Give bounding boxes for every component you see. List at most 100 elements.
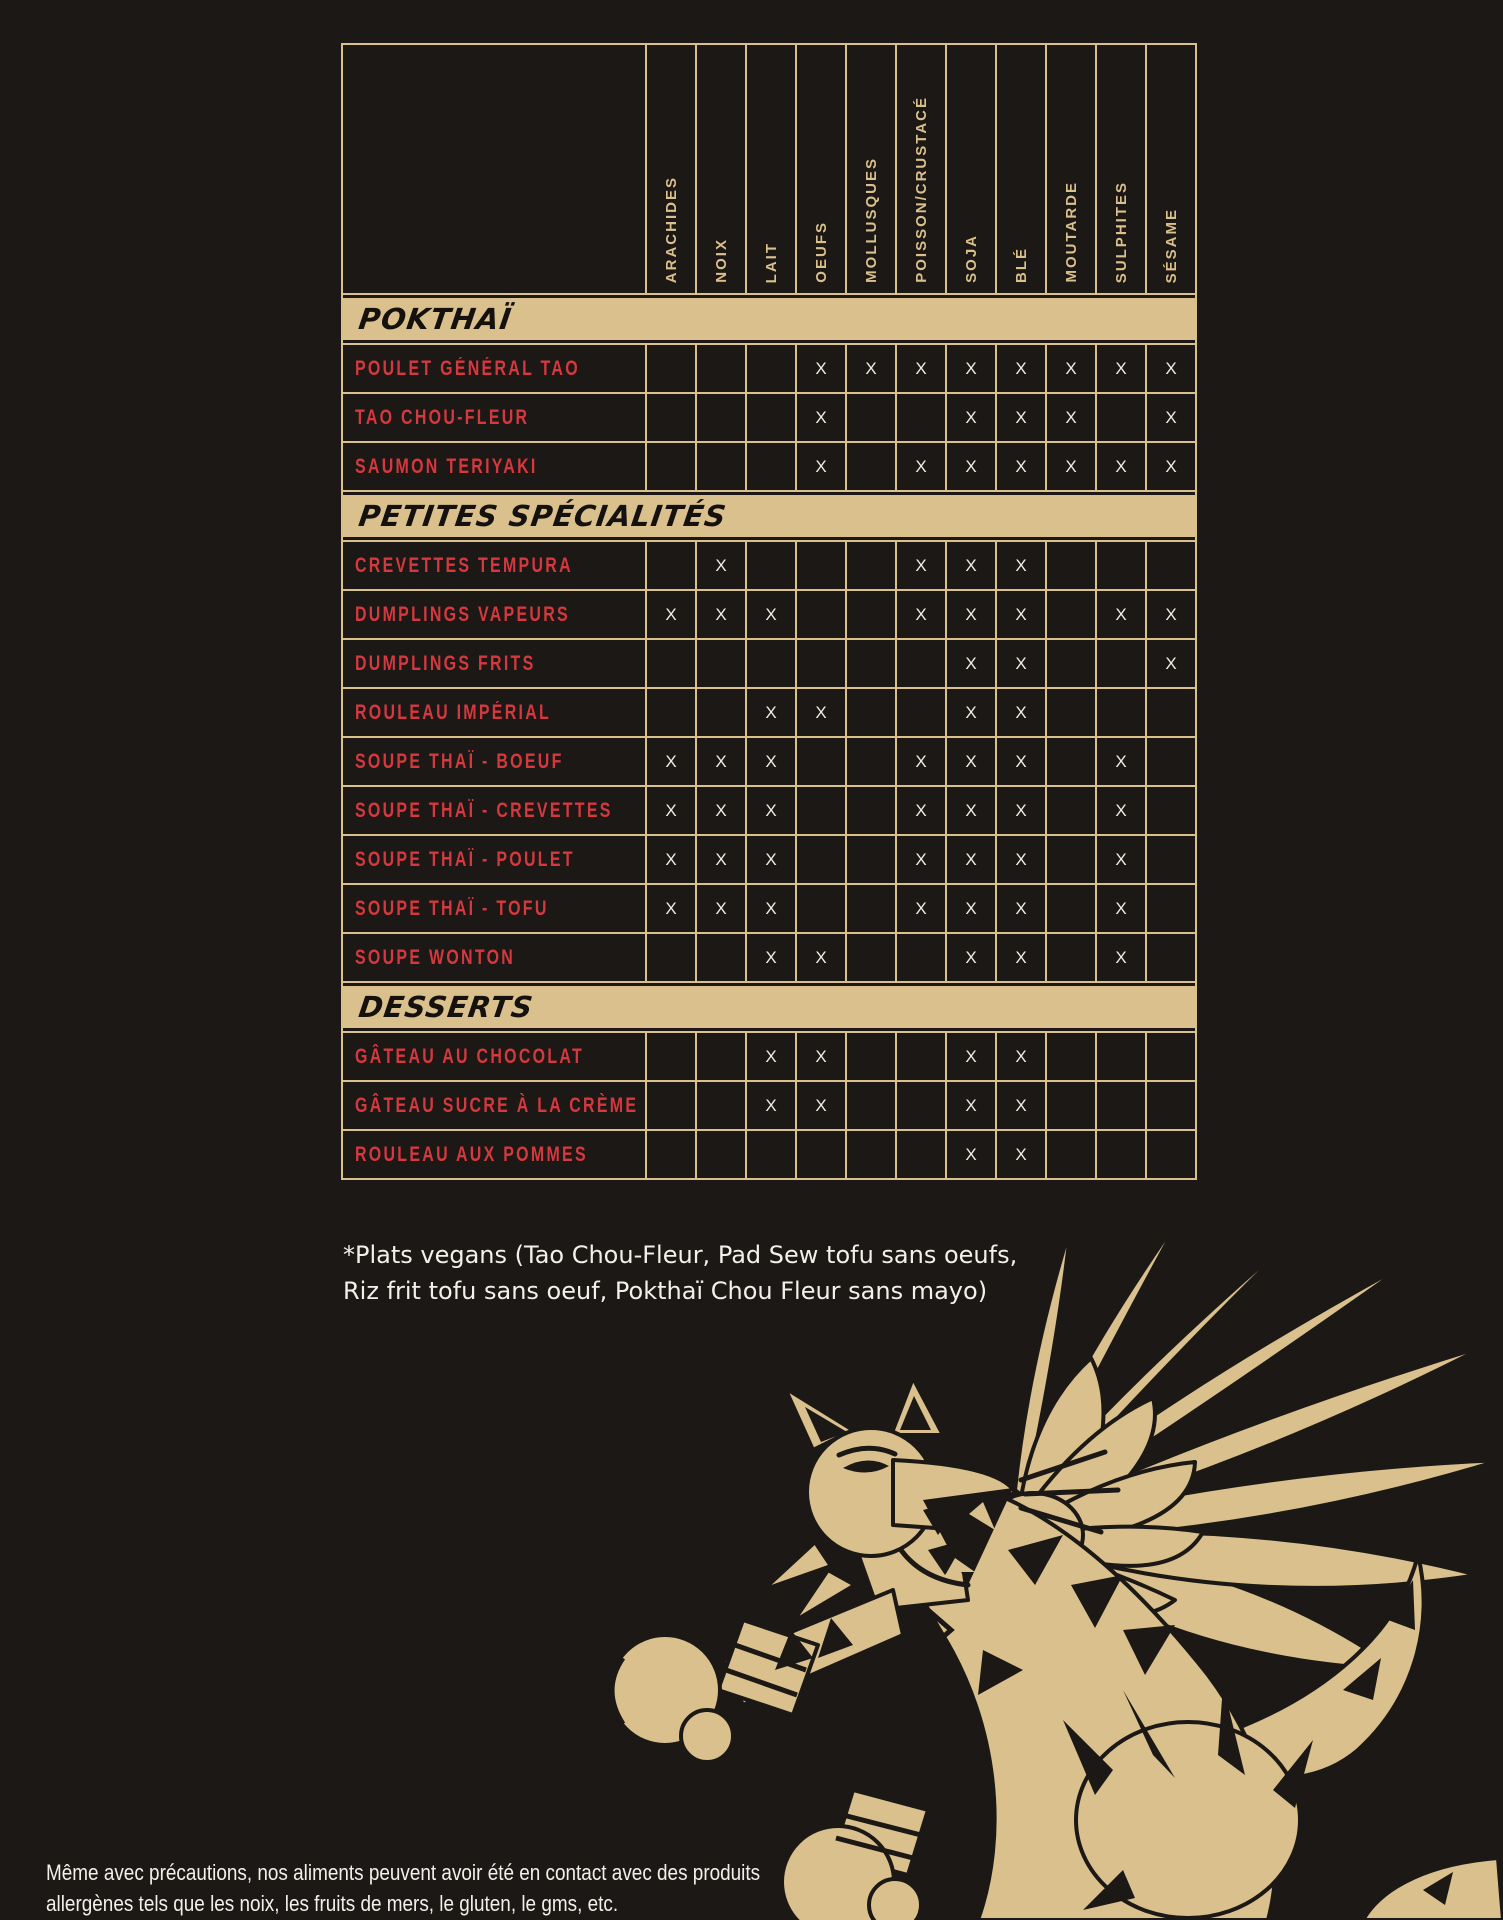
allergen-cell-text: X [965, 849, 977, 869]
column-header: POISSON/CRUSTACÉ [897, 45, 945, 293]
allergen-cell: X [1097, 836, 1145, 883]
allergen-cell-text: X [815, 456, 827, 476]
winged-tiger-illustration [608, 1208, 1503, 1920]
allergen-cell: X [747, 836, 795, 883]
allergen-cell [697, 934, 745, 981]
allergen-cell: X [997, 738, 1045, 785]
allergen-cell [697, 1131, 745, 1178]
allergen-cell [797, 787, 845, 834]
allergen-cell-text: X [765, 947, 777, 967]
allergen-cell: X [747, 885, 795, 932]
allergen-cell [897, 689, 945, 736]
allergen-cell-text: X [815, 1095, 827, 1115]
column-header-text: ARACHIDES [662, 175, 680, 283]
allergen-cell-text: X [915, 898, 927, 918]
dish-label-text: GÂTEAU AU CHOCOLAT [355, 1044, 585, 1068]
allergen-cell-text: X [915, 555, 927, 575]
allergen-cell [847, 738, 895, 785]
dish-label: SAUMON TERIYAKI [343, 443, 645, 490]
allergen-cell-text: X [965, 456, 977, 476]
allergen-cell [697, 1033, 745, 1080]
allergen-cell-text: X [665, 849, 677, 869]
allergen-cell-text: X [665, 800, 677, 820]
allergen-cell: X [747, 689, 795, 736]
allergen-cell: X [947, 640, 995, 687]
allergen-cell-text: X [1115, 800, 1127, 820]
dish-label: ROULEAU IMPÉRIAL [343, 689, 645, 736]
allergen-cell-text: X [1015, 1046, 1027, 1066]
allergen-cell [1047, 934, 1095, 981]
allergen-cell: X [997, 836, 1045, 883]
allergen-cell [1147, 934, 1195, 981]
allergen-cell-text: X [765, 1046, 777, 1066]
dish-label: SOUPE THAÏ - TOFU [343, 885, 645, 932]
allergen-cell-text: X [765, 849, 777, 869]
allergen-cell: X [1147, 394, 1195, 441]
allergen-cell [1147, 738, 1195, 785]
allergen-cell [797, 836, 845, 883]
allergen-cell-text: X [665, 751, 677, 771]
column-header: ARACHIDES [647, 45, 695, 293]
column-header-text: SULPHITES [1112, 180, 1130, 283]
allergen-cell-text: X [915, 604, 927, 624]
allergen-cell-text: X [1015, 1095, 1027, 1115]
allergen-cell [897, 1082, 945, 1129]
allergen-cell: X [947, 443, 995, 490]
allergen-cell: X [947, 836, 995, 883]
allergen-disclaimer-line2: allergènes tels que les noix, les fruits… [46, 1891, 619, 1916]
allergen-cell [697, 345, 745, 392]
allergen-cell: X [747, 738, 795, 785]
allergen-cell: X [797, 1033, 845, 1080]
dish-label: CREVETTES TEMPURA [343, 542, 645, 589]
column-header: NOIX [697, 45, 745, 293]
allergen-cell-text: X [1015, 604, 1027, 624]
allergen-cell-text: X [665, 604, 677, 624]
column-header: BLÉ [997, 45, 1045, 293]
allergen-cell: X [1147, 640, 1195, 687]
allergen-cell: X [897, 591, 945, 638]
column-header: MOLLUSQUES [847, 45, 895, 293]
allergen-cell [1147, 542, 1195, 589]
allergen-cell: X [947, 591, 995, 638]
section-header: POKTHAÏ [343, 295, 1195, 343]
allergen-cell [647, 1131, 695, 1178]
allergen-cell: X [1097, 345, 1145, 392]
allergen-cell-text: X [965, 358, 977, 378]
allergen-cell: X [897, 542, 945, 589]
allergen-cell-text: X [1015, 555, 1027, 575]
allergen-cell: X [947, 1082, 995, 1129]
allergen-cell [1047, 836, 1095, 883]
allergen-cell [847, 394, 895, 441]
allergen-cell [647, 394, 695, 441]
allergen-cell [797, 885, 845, 932]
allergen-cell [1147, 836, 1195, 883]
allergen-cell: X [697, 591, 745, 638]
allergen-cell: X [1097, 934, 1145, 981]
allergen-cell [1047, 591, 1095, 638]
allergen-cell: X [897, 836, 945, 883]
allergen-cell-text: X [1015, 751, 1027, 771]
dish-label-text: ROULEAU IMPÉRIAL [355, 700, 552, 724]
allergen-cell: X [947, 542, 995, 589]
allergen-cell: X [1147, 345, 1195, 392]
allergen-cell-text: X [1015, 456, 1027, 476]
allergen-cell [1097, 394, 1145, 441]
allergen-cell: X [997, 591, 1045, 638]
column-header-text: MOLLUSQUES [862, 157, 880, 283]
allergen-cell-text: X [1065, 456, 1077, 476]
dish-label: ROULEAU AUX POMMES [343, 1131, 645, 1178]
allergen-cell: X [647, 836, 695, 883]
allergen-cell [747, 542, 795, 589]
dish-label-text: SOUPE THAÏ - CREVETTES [355, 798, 613, 822]
allergen-cell [647, 345, 695, 392]
allergen-cell [1047, 885, 1095, 932]
allergen-cell [897, 640, 945, 687]
allergen-cell [1047, 1033, 1095, 1080]
allergen-cell [697, 443, 745, 490]
dish-label: GÂTEAU SUCRE À LA CRÈME [343, 1082, 645, 1129]
allergen-cell: X [697, 738, 745, 785]
column-header-text: LAIT [762, 241, 780, 283]
allergen-cell: X [947, 394, 995, 441]
allergen-cell [747, 394, 795, 441]
allergen-cell-text: X [765, 604, 777, 624]
